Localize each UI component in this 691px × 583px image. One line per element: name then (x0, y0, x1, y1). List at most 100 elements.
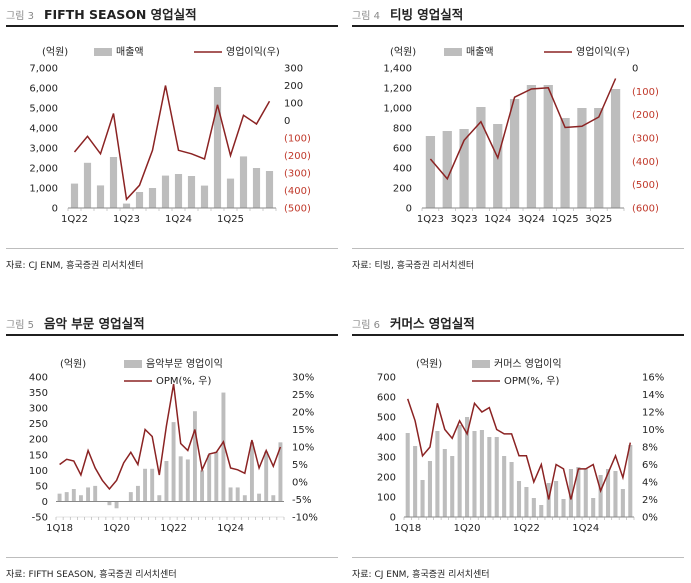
bar (64, 492, 69, 502)
bar (57, 493, 62, 502)
bar (425, 136, 436, 208)
bar (226, 178, 235, 208)
bar (605, 469, 611, 517)
bar (200, 470, 205, 502)
bar (628, 445, 633, 517)
bar (135, 192, 144, 208)
legend-bar-label: 매출액 (116, 46, 144, 58)
bar (583, 469, 588, 517)
bar (509, 99, 520, 208)
bar (442, 449, 447, 517)
source-rule (352, 248, 684, 249)
right-axis-tick-label: 200 (284, 81, 303, 92)
bar (78, 495, 83, 502)
right-axis-tick-label: (200) (284, 151, 311, 162)
unit-label: (억원) (390, 46, 416, 58)
right-axis-tick-label: (400) (284, 186, 311, 197)
left-axis-tick-label: 500 (377, 413, 396, 424)
right-axis-tick-label: (300) (284, 169, 311, 180)
bar (148, 188, 157, 208)
x-axis-tick-label: 1Q22 (513, 523, 540, 534)
left-axis-tick-label: 200 (29, 435, 48, 446)
legend-bar-swatch (472, 360, 490, 368)
x-axis-tick-label: 1Q24 (217, 523, 244, 534)
bar (207, 454, 212, 502)
figure-number: 그림 5 (6, 320, 34, 331)
bar (620, 489, 625, 517)
chart-commerce: 0 100 200 300 400 500 600 700 0% 2% 4% 6% 8% 10% 12% 14… (377, 357, 664, 534)
right-axis-tick-label: (100) (632, 87, 659, 98)
left-axis-tick-label: -50 (32, 513, 48, 524)
bar (509, 462, 514, 517)
bar (252, 168, 261, 208)
bar (457, 425, 462, 517)
bar (413, 446, 418, 517)
bar (543, 85, 553, 208)
legend-bar-label: 음악부문 영업이익 (146, 357, 223, 370)
left-axis-tick-label: 100 (29, 466, 48, 477)
bar (71, 489, 76, 502)
bar (109, 157, 118, 208)
right-axis-tick-label: 6% (642, 460, 658, 471)
bar (239, 156, 248, 208)
series-line (59, 383, 282, 491)
left-axis-tick-label: 3,000 (29, 144, 58, 155)
chart-panel-commerce: 그림 6 커머스 영업실적 0 100 200 300 400 500 600 700 0% 2% 4… (352, 313, 684, 583)
left-axis-tick-label: 400 (29, 373, 48, 384)
chart-fifth-season: 0 1,000 2,000 3,000 4,000 5,000 6,000 7,000 (500… (29, 45, 311, 225)
legend-line-label: OPM(%, 우) (156, 375, 211, 387)
bar (150, 468, 155, 502)
x-axis-tick-label: 1Q18 (46, 523, 73, 534)
bar (560, 118, 570, 208)
bar (405, 433, 410, 517)
right-axis-tick-label: (600) (632, 204, 659, 215)
title-rule (6, 334, 338, 336)
right-axis-tick-label: 10% (642, 425, 664, 436)
bar (531, 498, 536, 517)
x-axis-tick-label: 1Q22 (160, 523, 187, 534)
bar (476, 107, 486, 208)
bar (128, 492, 133, 502)
left-axis-tick-label: 7,000 (29, 64, 58, 75)
right-axis-tick-label: 16% (642, 373, 664, 384)
left-axis-tick-label: 50 (35, 481, 48, 492)
left-axis-tick-label: 200 (393, 184, 412, 195)
chart-music: -50 0 50 100 150 200 250 300 350 400 -10% -5% 0% 5% 10… (29, 357, 318, 534)
chart-panel-music: 그림 5 음악 부문 영업실적 -50 0 50 100 150 200 250 300 350 4… (6, 313, 338, 583)
x-axis-tick-label: 1Q18 (394, 523, 421, 534)
x-axis-tick-label: 1Q20 (103, 523, 130, 534)
figure-heading: 그림 4 티빙 영업실적 (352, 4, 463, 23)
bar (591, 498, 596, 517)
left-axis-tick-label: 0 (390, 513, 396, 524)
right-axis-tick-label: 5% (292, 460, 308, 471)
x-axis-tick-label: 1Q25 (552, 214, 579, 225)
right-axis-tick-label: 30% (292, 373, 314, 384)
left-axis-tick-label: 300 (29, 404, 48, 415)
bar (221, 392, 226, 502)
left-axis-tick-label: 250 (29, 419, 48, 430)
bar (164, 461, 169, 502)
figure-number: 그림 4 (352, 11, 380, 22)
bar (122, 203, 131, 208)
bar (143, 468, 148, 502)
unit-label: (억원) (416, 358, 442, 370)
bar (107, 501, 112, 506)
left-axis-tick-label: 150 (29, 450, 48, 461)
chart-tving: 0 200 400 600 800 1,000 1,200 1,400 (600) (500) (4… (383, 45, 659, 225)
bar (114, 501, 119, 509)
title-rule (352, 25, 684, 27)
bar (568, 469, 573, 517)
left-axis-tick-label: 1,000 (383, 104, 412, 115)
legend-line-label: OPM(%, 우) (504, 375, 559, 387)
bar (86, 487, 91, 502)
legend-bar-swatch (94, 48, 112, 56)
title-rule (6, 25, 338, 27)
bar (465, 417, 470, 517)
legend-bar-swatch (444, 48, 462, 56)
bar (526, 85, 537, 208)
right-axis-tick-label: 15% (292, 425, 314, 436)
series-line (73, 85, 271, 201)
chart-panel-tving: 그림 4 티빙 영업실적 0 200 400 600 800 1,000 1,200 1,400… (352, 4, 684, 284)
bar (83, 162, 92, 208)
bar (174, 174, 183, 208)
